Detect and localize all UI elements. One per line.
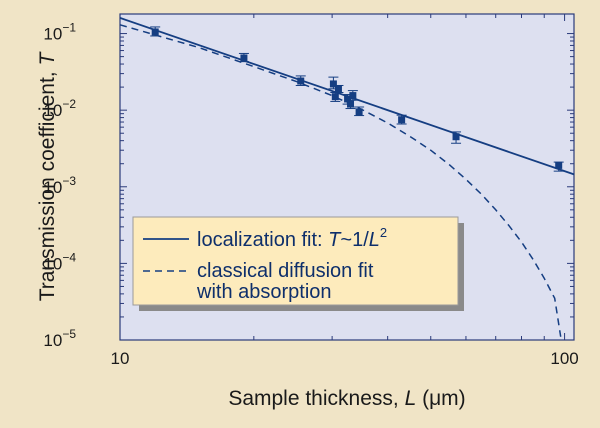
legend-classical-label-line2: with absorption [196,281,332,303]
data-point [344,95,352,103]
y-tick-label: 10−2 [43,97,76,120]
y-axis-title: Transmission coefficient, T [36,51,59,302]
data-point [398,116,406,124]
y-tick-label: 10−4 [43,250,76,273]
data-point [347,100,355,108]
y-tick-label: 10−5 [43,327,76,350]
ticks-layer: 10−1 10−2 10−3 10−4 10−5 10 100 [43,14,579,368]
data-point [555,161,563,169]
x-tick-label: 100 [550,349,578,368]
data-point [452,133,460,141]
y-tick-label: 10−3 [43,174,76,197]
data-point [349,92,357,100]
data-point [334,85,342,93]
data-point [151,28,159,36]
legend: localization fit: T~1/L2 classical diffu… [132,216,464,311]
x-tick-label: 10 [111,349,130,368]
data-point [240,54,248,62]
legend-classical-label-line1: classical diffusion fit [197,260,374,282]
classical-diffusion-fit-line [119,24,562,337]
legend-box [132,216,459,306]
data-point [355,108,363,116]
y-tick-label: 10−1 [43,21,76,44]
data-point [329,80,337,88]
data-point [331,93,339,101]
data-point [297,77,305,85]
legend-localization-label: localization fit: T~1/L2 [197,225,387,251]
x-axis-title: Sample thickness, L (μm) [228,387,465,410]
points-layer [150,26,564,172]
